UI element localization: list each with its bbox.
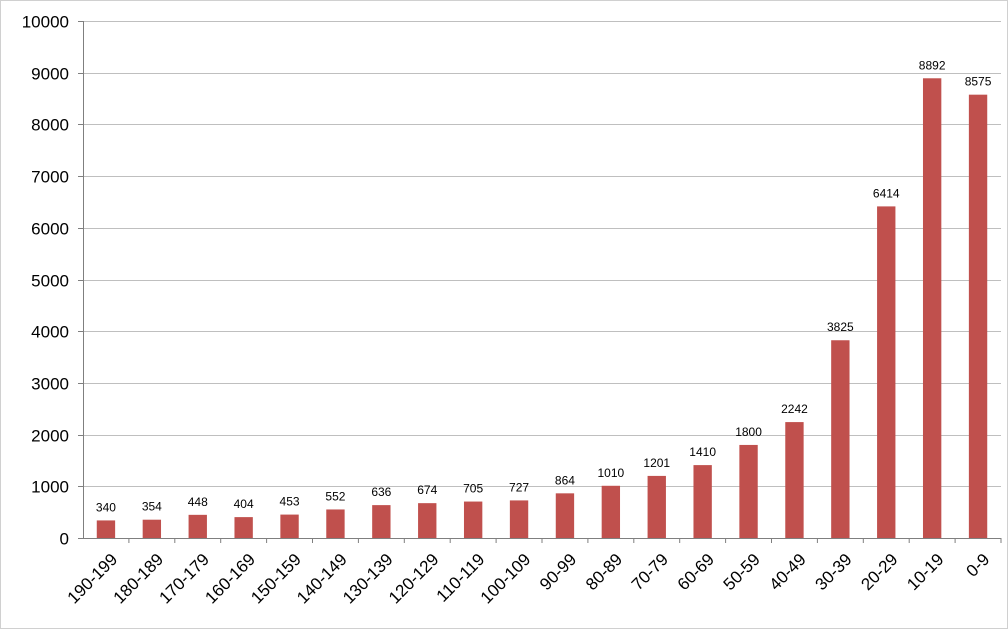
data-label-60-69: 1410 <box>689 445 716 459</box>
x-tick-label-10-19: 10-19 <box>903 550 947 594</box>
y-tick-label: 5000 <box>31 272 69 291</box>
bars <box>96 78 988 539</box>
x-tick-label-180-189: 180-189 <box>110 550 168 608</box>
x-tick-label-80-89: 80-89 <box>582 550 626 594</box>
x-tick-label-30-39: 30-39 <box>811 550 855 594</box>
bar-110-119 <box>463 501 483 538</box>
x-tick-label-160-169: 160-169 <box>201 550 259 608</box>
y-tick-label: 10000 <box>22 13 69 32</box>
data-label-70-79: 1201 <box>643 456 670 470</box>
y-tick-label: 0 <box>60 530 69 549</box>
data-label-100-109: 727 <box>509 480 529 494</box>
x-tick-label-20-29: 20-29 <box>857 550 901 594</box>
y-tick-label: 7000 <box>31 168 69 187</box>
data-label-180-189: 354 <box>142 500 162 514</box>
data-label-20-29: 6414 <box>873 186 900 200</box>
bar-120-129 <box>418 503 437 538</box>
x-tick-label-50-59: 50-59 <box>720 550 764 594</box>
data-label-0-9: 8575 <box>965 75 992 89</box>
bar-30-39 <box>831 340 850 538</box>
data-label-110-119: 705 <box>463 482 483 496</box>
bar-0-9 <box>968 94 988 539</box>
bar-10-19 <box>922 78 942 538</box>
data-label-150-159: 453 <box>280 495 300 509</box>
data-label-50-59: 1800 <box>735 425 762 439</box>
data-label-160-169: 404 <box>234 497 254 511</box>
data-label-130-139: 636 <box>371 485 391 499</box>
bar-20-29 <box>877 206 896 539</box>
data-label-120-129: 674 <box>417 483 437 497</box>
bar-140-149 <box>326 509 345 538</box>
x-tick-label-100-109: 100-109 <box>477 550 535 608</box>
data-labels: 340 354 448 404 453 552 636 674 705 727 864 1010 120… <box>96 58 992 514</box>
data-label-90-99: 864 <box>555 473 575 487</box>
bar-130-139 <box>372 505 391 538</box>
x-tick-label-70-79: 70-79 <box>628 550 672 594</box>
bar-160-169 <box>234 517 253 538</box>
x-tick-label-150-159: 150-159 <box>247 550 305 608</box>
bar-50-59 <box>739 444 758 538</box>
y-tick-label: 6000 <box>31 220 69 239</box>
bar-70-79 <box>647 475 666 538</box>
bar-190-199 <box>96 520 116 538</box>
y-tick-label: 2000 <box>31 427 69 446</box>
axes <box>78 21 1002 543</box>
x-tick-label-60-69: 60-69 <box>674 550 718 594</box>
gridlines <box>83 21 1001 487</box>
x-tick-labels: 190-199180-189170-179160-169150-159140-1… <box>64 550 994 608</box>
y-tick-labels: 0 1000 2000 3000 4000 5000 6000 7000 8000 9000 100… <box>22 13 69 549</box>
bar-170-179 <box>188 514 207 538</box>
data-label-40-49: 2242 <box>781 402 808 416</box>
data-label-190-199: 340 <box>96 500 116 514</box>
data-label-140-149: 552 <box>325 489 345 503</box>
y-tick-label: 8000 <box>31 116 69 135</box>
data-label-170-179: 448 <box>188 495 208 509</box>
bar-40-49 <box>785 422 804 538</box>
y-tick-label: 9000 <box>31 65 69 84</box>
y-tick-label: 3000 <box>31 375 69 394</box>
y-tick-label: 4000 <box>31 323 69 342</box>
x-tick-label-140-149: 140-149 <box>293 550 351 608</box>
bar-180-189 <box>142 519 162 538</box>
data-label-10-19: 8892 <box>919 58 946 72</box>
y-tick-label: 1000 <box>31 478 69 497</box>
bar-80-89 <box>601 485 621 538</box>
data-label-80-89: 1010 <box>597 466 624 480</box>
bar-60-69 <box>693 465 712 538</box>
x-tick-label-170-179: 170-179 <box>156 550 214 608</box>
x-tick-label-130-139: 130-139 <box>339 550 397 608</box>
data-label-30-39: 3825 <box>827 320 854 334</box>
x-tick-label-90-99: 90-99 <box>536 550 580 594</box>
bar-150-159 <box>280 514 299 538</box>
x-tick-label-40-49: 40-49 <box>766 550 810 594</box>
x-tick-label-0-9: 0-9 <box>963 550 994 581</box>
x-tick-label-120-129: 120-129 <box>385 550 443 608</box>
x-tick-label-190-199: 190-199 <box>64 550 122 608</box>
bar-90-99 <box>555 493 575 538</box>
bar-100-109 <box>509 500 529 538</box>
